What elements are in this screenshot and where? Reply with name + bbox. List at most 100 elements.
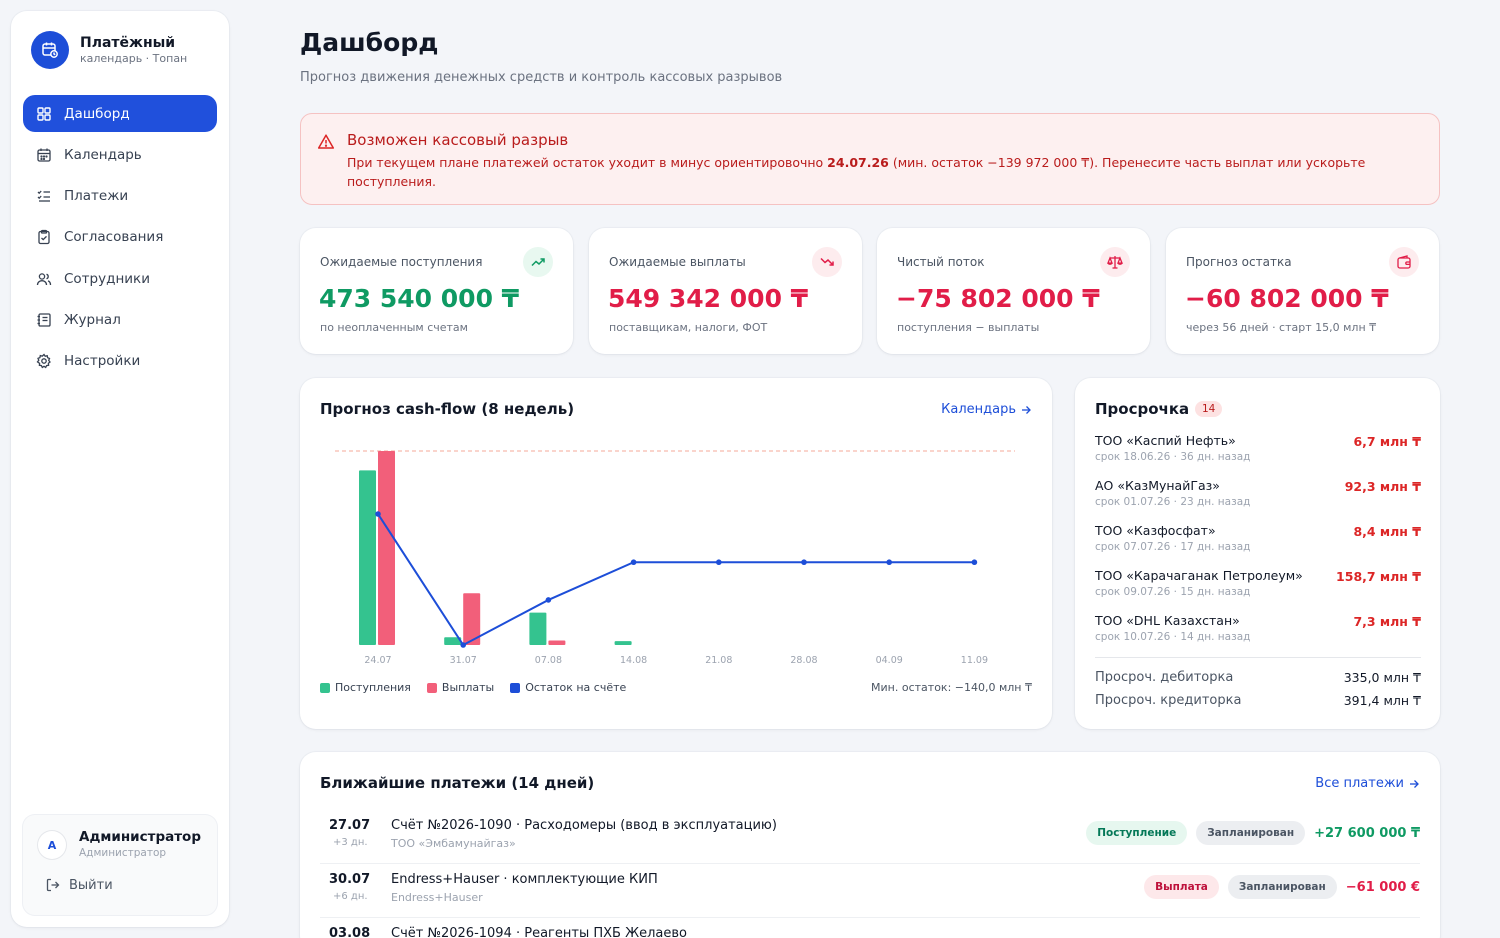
overdue-count-badge: 14 [1195,401,1223,417]
balance-point [630,559,637,566]
x-tick-label: 04.09 [876,655,903,666]
kpi-expected-income: Ожидаемые поступления 473 540 000 ₸ по н… [300,228,573,354]
income-bar [444,637,462,645]
x-tick-label: 11.09 [961,655,988,666]
overdue-item[interactable]: ТОО «Каспий Нефть» срок 18.06.26 · 36 дн… [1095,433,1421,473]
payments-bar [378,451,395,645]
brand-title: Платёжный [80,35,176,51]
scale-icon [1100,247,1130,277]
user-card: A Администратор Администратор Выйти [23,815,217,915]
sidebar-item-label: Платежи [64,188,129,205]
payment-status-badge: Запланирован [1196,821,1306,845]
balance-point [886,559,892,566]
sidebar-item-label: Дашборд [64,105,130,122]
calendar-icon [36,147,52,163]
payment-row[interactable]: 30.07 +6 дн. Endress+Hauser · комплектую… [320,864,1420,918]
payment-row[interactable]: 03.08 Счёт №2026-1094 · Реагенты ПХБ Жел… [320,918,1420,938]
logout-icon [45,877,61,893]
overdue-meta: срок 18.06.26 · 36 дн. назад [1095,451,1251,463]
page-title: Дашборд [300,28,439,57]
clipboard-check-icon [36,229,52,245]
kpi-value: −75 802 000 ₸ [896,284,1100,313]
min-balance-note: Мин. остаток: −140,0 млн ₸ [871,681,1032,694]
upcoming-payments-card: Ближайшие платежи (14 дней) Все платежи … [300,752,1440,938]
payments-bar [548,640,566,645]
sidebar-item-calendar[interactable]: Календарь [23,136,217,173]
users-icon [36,271,52,287]
chart-title: Прогноз cash-flow (8 недель) [320,400,575,418]
kpi-foot: поступления − выплаты [897,321,1040,334]
warning-icon [317,133,335,155]
legend-balance[interactable]: Остаток на счёте [510,681,626,694]
sidebar-item-settings[interactable]: Настройки [23,343,217,380]
calendar-link[interactable]: Календарь [941,402,1032,417]
payment-counterparty: Endress+Hauser [391,891,483,904]
payment-days: +6 дн. [333,891,368,902]
income-bar [359,470,376,645]
payments-bar [463,593,481,645]
sidebar: Платёжный календарь · Топан Дашборд Кале… [11,11,229,927]
brand[interactable]: Платёжный календарь · Топан [31,31,187,69]
payment-status-badge: Запланирован [1227,875,1337,899]
payment-title: Счёт №2026-1094 · Реагенты ПХБ Желаево [391,926,687,938]
sidebar-item-employees[interactable]: Сотрудники [23,260,217,297]
x-tick-label: 07.08 [535,655,562,666]
payment-amount: −61 000 € [1345,879,1420,895]
logout-label: Выйти [69,877,113,893]
trending-up-icon [523,247,553,277]
dashboard-icon [36,106,52,122]
avatar: A [38,831,66,859]
overdue-amount: 158,7 млн ₸ [1336,569,1421,584]
x-tick-label: 31.07 [450,655,477,666]
brand-subtitle: календарь · Топан [80,52,188,65]
page-subtitle: Прогноз движения денежных средств и конт… [300,70,783,85]
alert-text: При текущем плане платежей остаток уходи… [347,155,1366,189]
overdue-meta: срок 07.07.26 · 17 дн. назад [1095,541,1251,553]
overdue-title: Просрочка [1095,400,1190,418]
kpi-net-flow: Чистый поток −75 802 000 ₸ поступления −… [877,228,1150,354]
all-payments-link[interactable]: Все платежи [1315,776,1420,791]
list-checks-icon [36,188,52,204]
overdue-meta: срок 09.07.26 · 15 дн. назад [1095,586,1251,598]
payment-title: Счёт №2026-1090 · Расходомеры (ввод в эк… [391,818,777,833]
payment-row[interactable]: 27.07 +3 дн. Счёт №2026-1090 · Расходоме… [320,810,1420,864]
logout-button[interactable]: Выйти [45,877,113,893]
kpi-foot: поставщикам, налоги, ФОТ [609,321,768,334]
kpi-label: Прогноз остатка [1186,255,1292,269]
kpi-foot: по неоплаченным счетам [320,321,468,334]
overdue-amount: 6,7 млн ₸ [1353,434,1421,449]
balance-line [377,513,975,647]
payment-counterparty: ТОО «Эмбамунайгаз» [391,837,516,850]
payment-date: 03.08 [329,926,371,938]
overdue-item[interactable]: АО «КазМунайГаз» срок 01.07.26 · 23 дн. … [1095,478,1421,518]
sidebar-item-label: Настройки [64,353,141,370]
payment-days: +3 дн. [333,837,368,848]
gear-icon [36,353,52,369]
legend-income[interactable]: Поступления [320,681,411,694]
divider [1095,657,1421,658]
kpi-balance-forecast: Прогноз остатка −60 802 000 ₸ через 56 д… [1166,228,1439,354]
sidebar-item-payments[interactable]: Платежи [23,178,217,215]
kpi-label: Ожидаемые выплаты [609,255,746,269]
x-tick-label: 14.08 [620,655,647,666]
overdue-item[interactable]: ТОО «DHL Казахстан» срок 10.07.26 · 14 д… [1095,613,1421,653]
balance-point [460,642,466,648]
sidebar-item-journal[interactable]: Журнал [23,301,217,338]
kpi-foot: через 56 дней · старт 15,0 млн ₸ [1186,321,1377,334]
overdue-item[interactable]: ТОО «Карачаганак Петролеум» срок 09.07.2… [1095,568,1421,608]
sidebar-item-label: Сотрудники [64,270,150,287]
user-role: Администратор [79,847,167,859]
kpi-value: 473 540 000 ₸ [319,284,520,313]
sidebar-item-approvals[interactable]: Согласования [23,219,217,256]
chart-legend: Поступления Выплаты Остаток на счёте [320,681,642,694]
sidebar-nav: Дашборд Календарь Платежи Согласования С… [23,95,217,384]
balance-point [716,559,722,566]
legend-payments[interactable]: Выплаты [426,681,494,694]
alert-title: Возможен кассовый разрыв [347,131,569,149]
sidebar-item-dashboard[interactable]: Дашборд [23,95,217,132]
income-bar [529,612,547,645]
arrow-right-icon [1410,779,1419,788]
overdue-counterparty: ТОО «Карачаганак Петролеум» [1095,568,1303,583]
balance-point [375,511,381,517]
overdue-item[interactable]: ТОО «Казфосфат» срок 07.07.26 · 17 дн. н… [1095,523,1421,563]
